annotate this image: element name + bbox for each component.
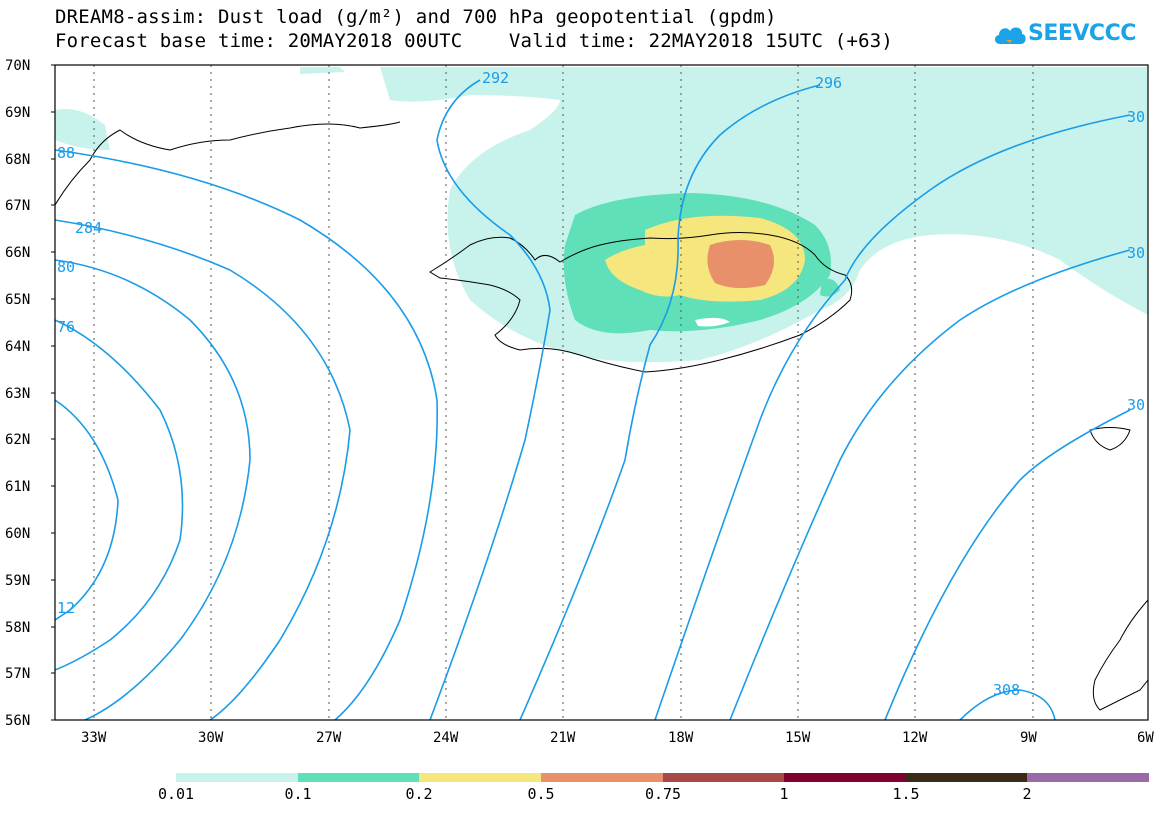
contour-label: 76: [57, 318, 75, 336]
contour-label: 88: [57, 144, 75, 162]
seevccc-logo: SEEVCCC: [992, 18, 1172, 58]
latitude-labels: 70N 69N 68N 67N 66N 65N 64N 63N 62N 61N …: [5, 58, 30, 729]
lat-label: 65N: [5, 292, 30, 308]
lat-label: 63N: [5, 386, 30, 402]
lon-label: 6W: [1137, 730, 1154, 746]
colorbar-segment: [906, 773, 1027, 782]
logo-text: SEEVCCC: [1028, 21, 1136, 46]
contour-line: [884, 409, 1131, 720]
lat-label: 67N: [5, 198, 30, 214]
contour-label: 308: [993, 681, 1020, 699]
lon-label: 33W: [81, 730, 107, 746]
contour-label: 296: [815, 74, 842, 92]
lat-label: 69N: [5, 105, 30, 121]
iceland-coast: [429, 232, 853, 373]
tick-marks: [51, 64, 55, 721]
colorbar-label: 0.5: [527, 785, 555, 803]
contour-line: [654, 114, 1131, 720]
geopotential-contour-layer: [55, 79, 1131, 720]
contour-label: 12: [57, 599, 75, 617]
lon-label: 27W: [316, 730, 342, 746]
dust-fill-layer: [55, 67, 1148, 363]
lat-label: 61N: [5, 479, 30, 495]
contour-line: [959, 689, 1056, 720]
lat-label: 58N: [5, 620, 30, 636]
lat-label: 62N: [5, 432, 30, 448]
colorbar-segment: [298, 773, 419, 782]
contour-line: [429, 79, 551, 720]
lat-label: 59N: [5, 573, 30, 589]
lon-label: 9W: [1020, 730, 1037, 746]
lon-label: 15W: [785, 730, 811, 746]
colorbar-segment: [419, 773, 541, 782]
contour-label: 30: [1127, 244, 1145, 262]
colorbar-segment: [1027, 773, 1149, 782]
longitude-labels: 33W 30W 27W 24W 21W 18W 15W 12W 9W 6W: [81, 730, 1154, 746]
map-title-line-2: Forecast base time: 20MAY2018 00UTC Vali…: [55, 30, 894, 52]
lon-label: 24W: [433, 730, 459, 746]
contour-label: 284: [75, 219, 102, 237]
colorbar-label: 0.2: [405, 785, 433, 803]
colorbar-segment: [176, 773, 298, 782]
lat-label: 60N: [5, 526, 30, 542]
lat-label: 68N: [5, 152, 30, 168]
contour-line: [55, 399, 119, 621]
contour-label: 30: [1127, 108, 1145, 126]
contour-line: [729, 249, 1131, 720]
faroe-islands-coast: [1089, 427, 1131, 451]
contour-line: [55, 259, 251, 720]
colorbar-label: 2: [1022, 785, 1032, 803]
lat-label: 64N: [5, 339, 30, 355]
contour-label: 30: [1127, 396, 1145, 414]
lat-label: 66N: [5, 245, 30, 261]
colorbar-label: 1.5: [892, 785, 920, 803]
colorbar-segment: [784, 773, 906, 782]
lat-label: 57N: [5, 666, 30, 682]
map-title-line-1: DREAM8-assim: Dust load (g/m²) and 700 h…: [55, 6, 777, 28]
cloud-icon: [994, 27, 1026, 44]
dust-area-orange: [707, 240, 774, 289]
contour-label: 80: [57, 258, 75, 276]
lat-label: 70N: [5, 58, 30, 74]
colorbar-label: 1: [779, 785, 789, 803]
contour-label: 292: [482, 69, 509, 87]
contour-line: [55, 319, 184, 671]
colorbar-segment: [663, 773, 784, 782]
colorbar: [176, 773, 1149, 782]
colorbar-segment: [541, 773, 663, 782]
lon-label: 18W: [668, 730, 694, 746]
lon-label: 21W: [550, 730, 576, 746]
lon-label: 12W: [902, 730, 928, 746]
colorbar-label: 0.1: [284, 785, 312, 803]
lon-label: 30W: [198, 730, 224, 746]
dust-area-light: [300, 67, 345, 74]
dust-area-light: [55, 109, 110, 150]
colorbar-label: 0.01: [157, 785, 195, 803]
norway-coast: [1092, 599, 1148, 711]
contour-line: [519, 84, 821, 720]
colorbar-label: 0.75: [644, 785, 682, 803]
contour-labels: 88 284 80 76 12 292 296 30 30 30 308: [57, 69, 1145, 699]
contour-line: [55, 149, 439, 720]
contour-line: [55, 219, 351, 720]
lat-label: 56N: [5, 713, 30, 729]
